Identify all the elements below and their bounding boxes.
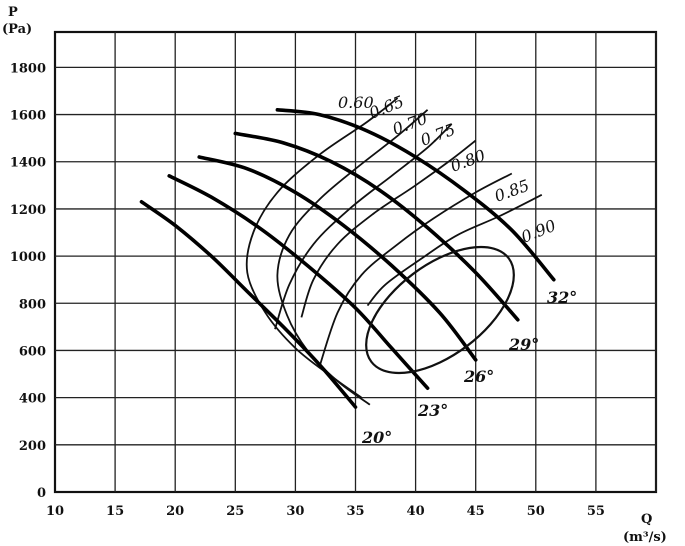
y-tick-label: 1800 bbox=[10, 61, 46, 76]
eff-label-060: 0.60 bbox=[338, 93, 374, 112]
angle-label-29: 29° bbox=[508, 335, 539, 354]
x-tick-label: 15 bbox=[106, 504, 124, 519]
efficiency-curve-085 bbox=[366, 193, 543, 307]
angle-curve-20 bbox=[139, 200, 358, 409]
angle-label-20: 20° bbox=[361, 428, 392, 447]
y-tick-label: 0 bbox=[37, 486, 46, 501]
efficiency-curve-070 bbox=[274, 123, 453, 330]
x-tick-labels: 10 15 20 25 30 35 40 45 50 55 bbox=[46, 504, 605, 519]
y-tick-label: 1000 bbox=[10, 250, 46, 265]
y-axis-symbol: P bbox=[8, 5, 18, 20]
y-tick-label: 600 bbox=[19, 344, 46, 359]
x-tick-label: 55 bbox=[587, 504, 605, 519]
efficiency-curve-060 bbox=[245, 97, 399, 399]
x-tick-label: 50 bbox=[527, 504, 545, 519]
efficiency-labels: 0.60 0.65 0.70 0.75 0.80 0.85 0.90 bbox=[338, 92, 559, 247]
x-tick-label: 20 bbox=[166, 504, 184, 519]
angle-curve-29 bbox=[233, 131, 520, 322]
blade-angle-curves bbox=[139, 108, 556, 409]
efficiency-090-contour bbox=[365, 245, 515, 375]
angle-label-32: 32° bbox=[547, 288, 577, 307]
y-tick-labels: 0 200 400 600 800 1000 1200 1400 1600 1800 bbox=[10, 61, 46, 501]
efficiency-curve-075 bbox=[300, 139, 477, 318]
angle-label-26: 26° bbox=[463, 367, 494, 386]
efficiency-curve-080 bbox=[318, 172, 513, 368]
x-tick-label: 10 bbox=[46, 504, 64, 519]
y-tick-label: 1400 bbox=[10, 156, 46, 171]
angle-curve-23 bbox=[167, 174, 430, 390]
eff-label-090: 0.90 bbox=[518, 216, 558, 247]
angle-curve-32 bbox=[275, 108, 556, 282]
x-tick-label: 45 bbox=[467, 504, 485, 519]
y-tick-label: 200 bbox=[19, 439, 46, 454]
y-tick-label: 1200 bbox=[10, 203, 46, 218]
x-tick-label: 40 bbox=[407, 504, 425, 519]
x-tick-label: 25 bbox=[226, 504, 244, 519]
x-tick-label: 35 bbox=[346, 504, 364, 519]
y-tick-label: 1600 bbox=[10, 109, 46, 124]
x-axis-unit: (m³/s) bbox=[623, 530, 667, 545]
blade-angle-labels: 32° 29° 26° 23° 20° bbox=[361, 288, 577, 447]
x-tick-label: 30 bbox=[286, 504, 304, 519]
angle-curve-26 bbox=[197, 155, 478, 362]
angle-label-23: 23° bbox=[417, 401, 448, 420]
y-tick-label: 400 bbox=[19, 392, 46, 407]
y-tick-label: 800 bbox=[19, 297, 46, 312]
y-axis-unit: (Pa) bbox=[2, 22, 32, 37]
eff-label-080: 0.80 bbox=[448, 146, 488, 176]
x-axis-symbol: Q bbox=[641, 512, 652, 527]
